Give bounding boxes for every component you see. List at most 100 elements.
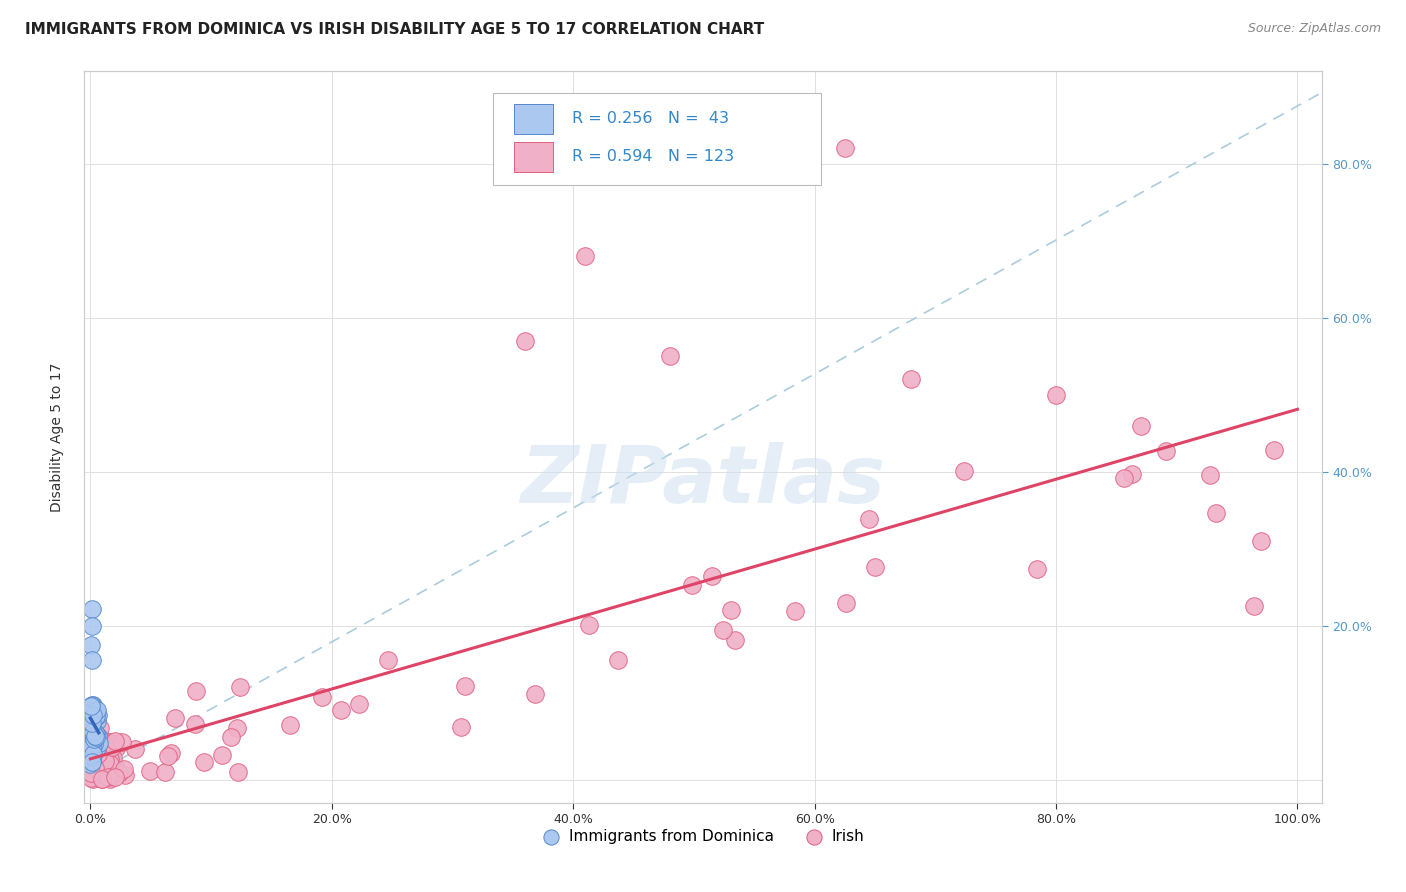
Point: [1205, 506, 1227, 520]
Point: [311, 690, 333, 705]
Point: [79, 771, 101, 785]
Point: [1026, 562, 1049, 576]
Point: [80, 748, 103, 763]
Point: [80, 653, 103, 667]
Point: [100, 749, 122, 764]
Point: [83, 739, 105, 754]
Point: [80, 739, 103, 753]
Point: [226, 721, 249, 735]
Point: [82, 735, 104, 749]
Point: [82, 772, 104, 786]
Point: [97, 734, 120, 748]
Point: [720, 603, 742, 617]
Point: [87, 736, 110, 750]
Point: [89, 735, 111, 749]
Point: [87, 754, 110, 768]
Point: [83, 731, 105, 746]
FancyBboxPatch shape: [513, 142, 554, 172]
Point: [80, 748, 103, 763]
Point: [80, 705, 103, 719]
Point: [100, 765, 122, 780]
Point: [80, 638, 103, 652]
Point: [86, 762, 108, 776]
Point: [87, 708, 110, 723]
Point: [98, 751, 121, 765]
Point: [84, 728, 107, 742]
Point: [89, 739, 111, 753]
Point: [1198, 467, 1220, 482]
Point: [80, 744, 103, 758]
Point: [100, 757, 122, 772]
Point: [124, 742, 146, 756]
Point: [94, 747, 117, 761]
Point: [80, 739, 103, 753]
Point: [835, 596, 858, 610]
Point: [80, 601, 103, 615]
Point: [90, 772, 112, 786]
Point: [682, 578, 704, 592]
Point: [863, 559, 886, 574]
Point: [79, 766, 101, 780]
Point: [347, 697, 370, 711]
Point: [79, 769, 101, 783]
Point: [80, 762, 103, 776]
Point: [377, 653, 399, 667]
Point: [1243, 599, 1265, 613]
Point: [82, 745, 104, 759]
Point: [80, 699, 103, 714]
Point: [98, 772, 121, 786]
Point: [82, 767, 104, 781]
Point: [86, 714, 108, 728]
Point: [82, 755, 104, 769]
Point: [94, 747, 117, 761]
Point: [156, 748, 179, 763]
Point: [83, 725, 105, 739]
Point: [82, 760, 104, 774]
Point: [90, 733, 112, 747]
Point: [93, 764, 115, 778]
Point: [87, 755, 110, 769]
Point: [82, 698, 104, 712]
Point: [79, 751, 101, 765]
Point: [93, 767, 115, 781]
Point: [84, 743, 107, 757]
Point: [80, 749, 103, 764]
Point: [165, 711, 187, 725]
Point: [83, 732, 105, 747]
Point: [711, 624, 734, 638]
Point: [86, 744, 108, 758]
Point: [84, 761, 107, 775]
Point: [86, 730, 108, 744]
Point: [1121, 467, 1143, 482]
Point: [84, 770, 107, 784]
Text: R = 0.594   N = 123: R = 0.594 N = 123: [572, 150, 734, 164]
Point: [783, 604, 806, 618]
Point: [1263, 443, 1285, 458]
Point: [79, 745, 101, 759]
Point: [606, 653, 628, 667]
Point: [82, 731, 104, 745]
Point: [226, 764, 249, 779]
Point: [114, 762, 136, 776]
Point: [80, 715, 103, 730]
Point: [84, 709, 107, 723]
Point: [184, 684, 207, 698]
Point: [278, 717, 301, 731]
Point: [98, 757, 121, 772]
Point: [82, 747, 104, 761]
Point: [90, 760, 112, 774]
Point: [1045, 388, 1067, 402]
Point: [330, 703, 353, 717]
Point: [700, 569, 723, 583]
Point: [101, 751, 124, 765]
Point: [98, 756, 121, 771]
Point: [454, 679, 477, 693]
Point: [82, 709, 104, 723]
Point: [80, 699, 103, 714]
Point: [90, 738, 112, 752]
Point: [82, 618, 104, 632]
Point: [93, 732, 115, 747]
FancyBboxPatch shape: [492, 94, 821, 185]
Point: [83, 759, 105, 773]
Point: [94, 754, 117, 768]
